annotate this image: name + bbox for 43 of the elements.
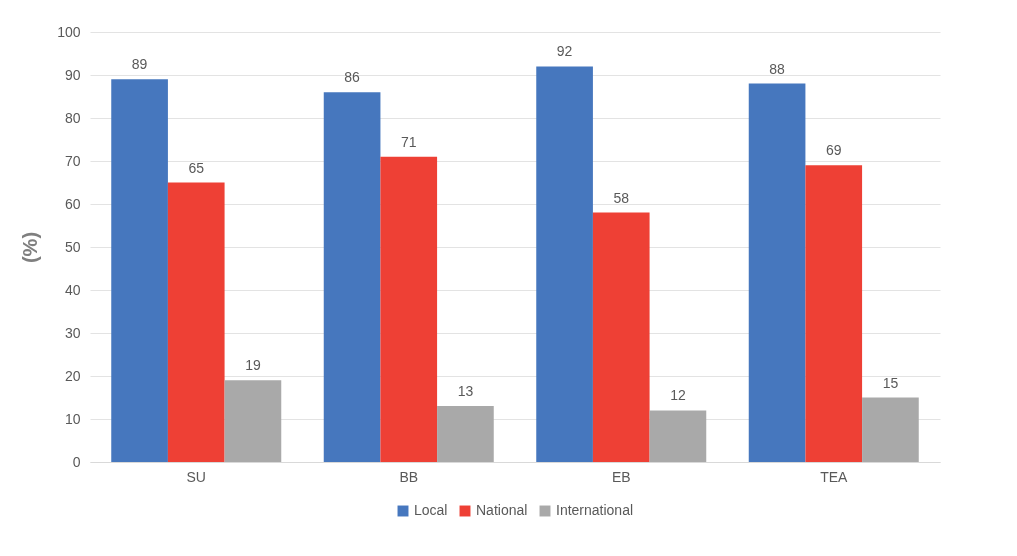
data-label: 65 xyxy=(188,159,205,176)
data-label: 88 xyxy=(769,60,786,77)
bar xyxy=(592,212,650,462)
y-tick-label: 20 xyxy=(64,367,81,384)
bar xyxy=(748,83,806,462)
y-tick-label: 90 xyxy=(64,66,81,83)
bar xyxy=(805,165,863,462)
data-label: 58 xyxy=(613,189,630,206)
data-label: 12 xyxy=(670,387,686,404)
bar xyxy=(437,406,494,462)
y-tick-label: 0 xyxy=(72,453,81,470)
y-tick-label: 50 xyxy=(64,238,81,255)
y-tick-label: 60 xyxy=(64,195,81,212)
legend-label: Local xyxy=(414,502,448,518)
y-tick-label: 40 xyxy=(64,281,81,298)
data-label: 89 xyxy=(131,56,148,73)
y-tick-label: 80 xyxy=(64,109,81,126)
y-axis-title: (%) xyxy=(19,231,42,264)
y-tick-label: 10 xyxy=(64,410,81,427)
x-tick-label: TEA xyxy=(820,468,849,485)
data-label: 69 xyxy=(825,142,842,159)
bar xyxy=(167,182,225,462)
bar xyxy=(862,397,919,462)
x-tick-label: BB xyxy=(399,468,419,485)
data-label: 71 xyxy=(400,133,417,150)
data-label: 92 xyxy=(556,43,573,60)
data-label: 15 xyxy=(882,374,899,391)
bar xyxy=(224,380,282,462)
y-tick-label: 70 xyxy=(64,152,81,169)
data-label: 86 xyxy=(344,69,361,86)
bar xyxy=(111,79,168,462)
bar xyxy=(649,410,707,462)
data-label: 19 xyxy=(245,357,261,374)
x-tick-label: SU xyxy=(186,468,206,485)
data-label: 13 xyxy=(457,383,474,400)
y-tick-label: 30 xyxy=(64,324,81,341)
legend-label: National xyxy=(476,502,528,518)
y-tick-label: 100 xyxy=(57,23,81,40)
x-tick-label: EB xyxy=(611,468,631,485)
legend-label: International xyxy=(556,502,634,518)
bar xyxy=(380,156,438,462)
bar xyxy=(323,92,381,462)
bar xyxy=(536,66,593,462)
